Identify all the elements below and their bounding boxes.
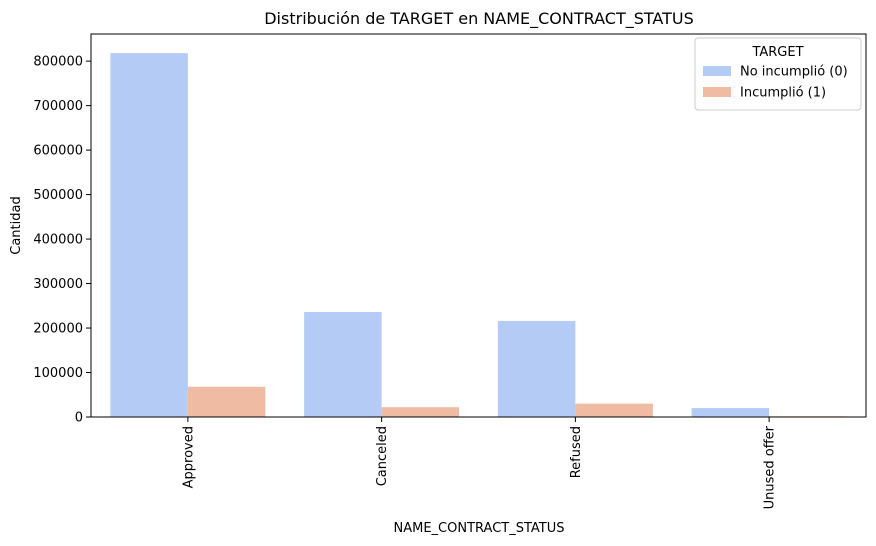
legend-entry-label: Incumplió (1) <box>740 86 826 101</box>
legend-title: TARGET <box>751 45 803 60</box>
bar-refused-series-0 <box>497 320 576 417</box>
x-tick-label: Refused <box>569 426 584 478</box>
bar-approved-series-1 <box>187 386 266 417</box>
y-axis-label: Cantidad <box>9 196 24 254</box>
y-tick-label: 800000 <box>33 55 83 70</box>
bar-refused-series-1 <box>575 403 653 417</box>
legend-swatch <box>703 66 731 76</box>
bar-canceled-series-0 <box>304 312 382 417</box>
chart-title: Distribución de TARGET en NAME_CONTRACT_… <box>264 9 694 29</box>
x-tick-label: Approved <box>181 426 196 488</box>
y-tick-label: 600000 <box>33 144 83 159</box>
y-tick-label: 300000 <box>33 277 83 292</box>
bars-layer <box>110 53 847 417</box>
y-tick-label: 100000 <box>33 366 83 381</box>
y-axis: 0 100000 200000 300000 400000 500000 600000 700… <box>33 55 91 426</box>
y-tick-label: 700000 <box>33 99 83 114</box>
y-tick-label: 400000 <box>33 233 83 248</box>
legend-swatch <box>703 87 731 97</box>
x-tick-label: Unused offer <box>763 425 778 509</box>
legend-box <box>694 37 862 111</box>
legend-items: No incumplió (0) Incumplió (1) <box>703 65 848 101</box>
legend: TARGET No incumplió (0) Incumplió (1) <box>694 37 862 111</box>
plot-frame <box>90 33 867 418</box>
x-axis-label: NAME_CONTRACT_STATUS <box>394 521 565 536</box>
x-axis: Approved Canceled Refused Unused offer <box>181 417 778 509</box>
bar-unused-offer-series-0 <box>691 408 770 417</box>
y-tick-label: 0 <box>75 411 83 426</box>
x-tick-label: Canceled <box>375 426 390 486</box>
y-tick-label: 200000 <box>33 322 83 337</box>
bar-approved-series-0 <box>110 53 188 417</box>
y-tick-label: 500000 <box>33 188 83 203</box>
bar-canceled-series-1 <box>381 407 460 417</box>
legend-entry-label: No incumplió (0) <box>740 65 848 80</box>
